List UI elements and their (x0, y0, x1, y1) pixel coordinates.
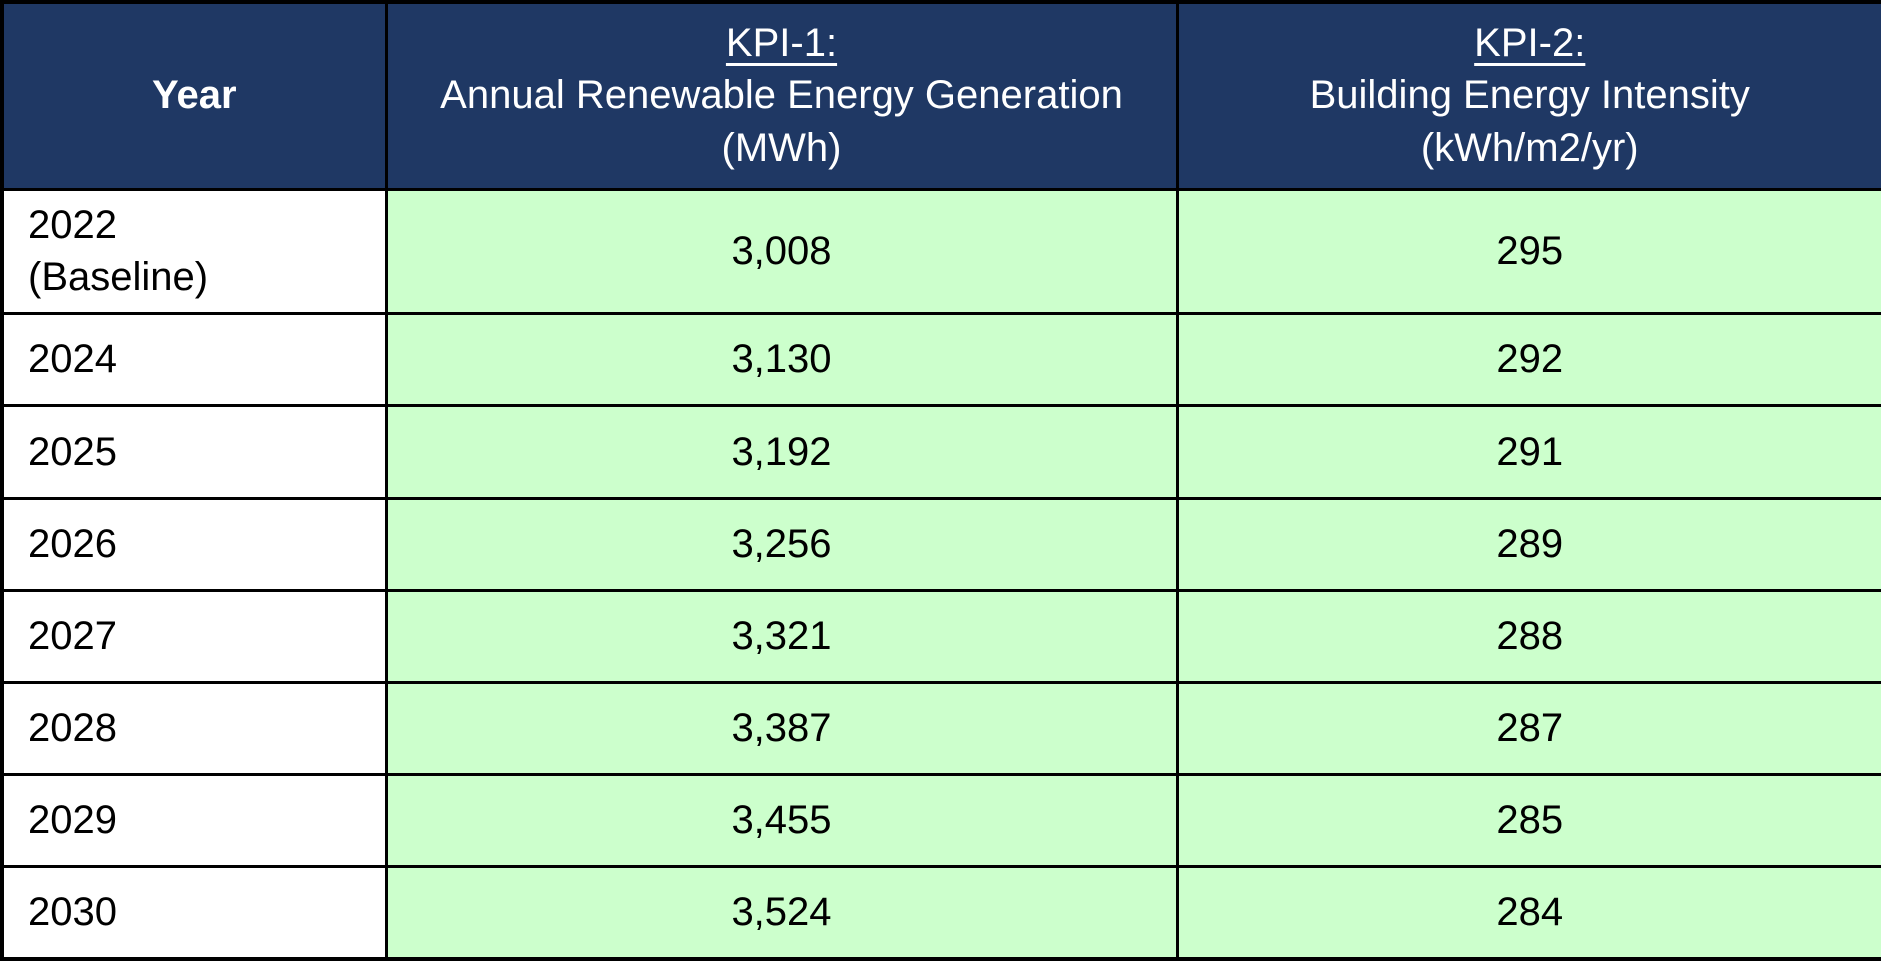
kpi2-unit: (kWh/m2/yr) (1420, 126, 1639, 171)
table-row: 2028 3,387 287 (0, 680, 1881, 777)
kpi2-value-cell: 288 (1175, 588, 1881, 684)
column-header-year: Year (0, 0, 388, 191)
year-cell: 2024 (0, 312, 388, 408)
kpi1-value-cell: 3,387 (384, 680, 1179, 777)
column-header-kpi2: KPI-2: Building Energy Intensity (kWh/m2… (1175, 0, 1881, 191)
kpi1-name: Annual Renewable Energy Generation (440, 73, 1123, 118)
kpi1-value-cell: 3,130 (384, 312, 1179, 408)
year-cell: 2026 (0, 496, 388, 592)
kpi2-value-cell: 287 (1175, 680, 1881, 777)
year-cell: 2030 (0, 865, 388, 961)
header-row: Year KPI-1: Annual Renewable Energy Gene… (0, 0, 1881, 191)
year-cell: 2029 (0, 773, 388, 869)
kpi1-value-cell: 3,008 (384, 187, 1179, 316)
kpi2-value-cell: 289 (1175, 496, 1881, 592)
kpi1-value-cell: 3,256 (384, 496, 1179, 592)
kpi1-unit: (MWh) (721, 126, 842, 171)
table-row: 2022 (Baseline) 3,008 295 (0, 187, 1881, 316)
kpi1-title: KPI-1: (725, 20, 838, 65)
column-header-kpi1: KPI-1: Annual Renewable Energy Generatio… (384, 0, 1179, 191)
kpi2-value-cell: 284 (1175, 865, 1881, 961)
kpi2-name: Building Energy Intensity (1309, 73, 1750, 118)
table-row: 2030 3,524 284 (0, 865, 1881, 961)
year-cell: 2027 (0, 588, 388, 684)
table-body: 2022 (Baseline) 3,008 295 2024 3,130 292… (0, 187, 1881, 961)
table-row: 2025 3,192 291 (0, 404, 1881, 500)
year-cell: 2022 (Baseline) (0, 187, 388, 316)
kpi2-value-cell: 291 (1175, 404, 1881, 500)
kpi2-value-cell: 285 (1175, 773, 1881, 869)
kpi1-value-cell: 3,524 (384, 865, 1179, 961)
kpi1-value-cell: 3,192 (384, 404, 1179, 500)
table-row: 2027 3,321 288 (0, 588, 1881, 684)
year-cell: 2028 (0, 680, 388, 777)
table-header: Year KPI-1: Annual Renewable Energy Gene… (0, 0, 1881, 191)
kpi2-value-cell: 295 (1175, 187, 1881, 316)
table-row: 2026 3,256 289 (0, 496, 1881, 592)
kpi1-value-cell: 3,321 (384, 588, 1179, 684)
year-cell: 2025 (0, 404, 388, 500)
kpi1-value-cell: 3,455 (384, 773, 1179, 869)
table-row: 2029 3,455 285 (0, 773, 1881, 869)
kpi2-value-cell: 292 (1175, 312, 1881, 408)
table-row: 2024 3,130 292 (0, 312, 1881, 408)
kpi2-title: KPI-2: (1474, 20, 1586, 65)
